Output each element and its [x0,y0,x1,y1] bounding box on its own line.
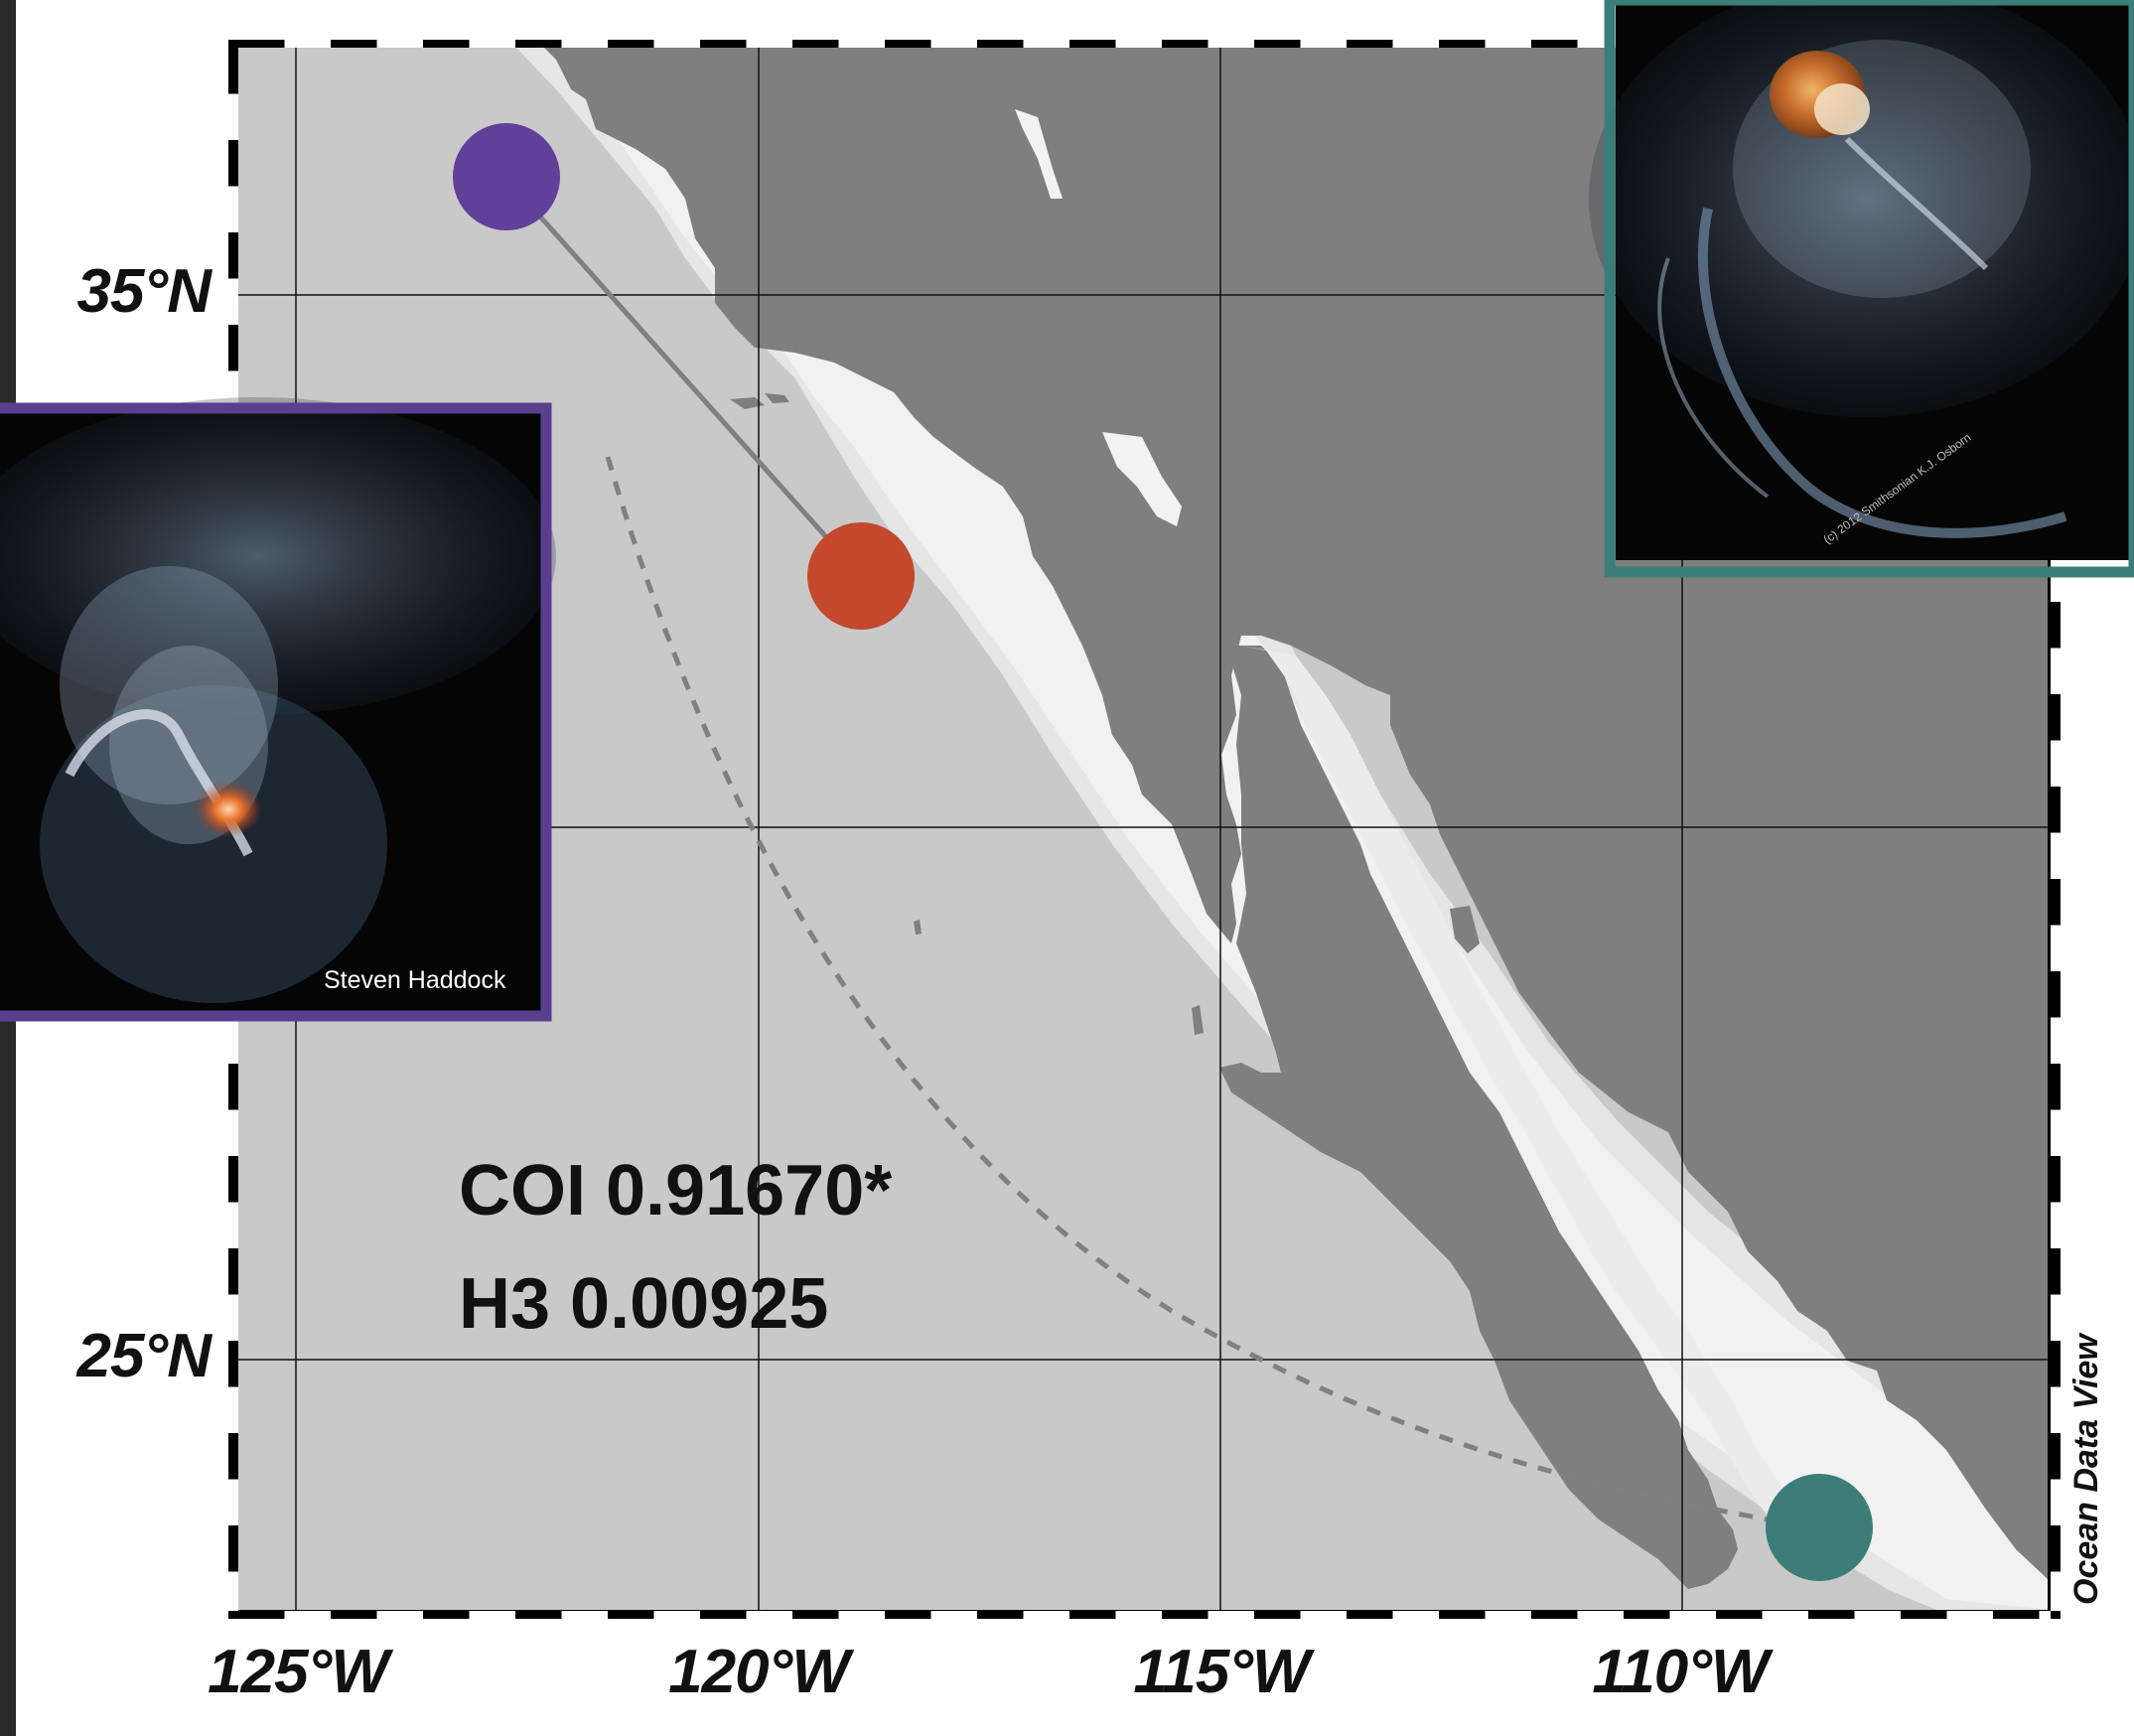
lake-shore [1015,109,1063,199]
lat-label-25n: 25°N [76,1322,212,1390]
right-inset-border [1604,0,2134,578]
ocean-data-view-credit: Ocean Data View [2067,1334,2105,1605]
island-guadalupe [914,920,922,935]
island-cedros [1192,1005,1204,1035]
connector-line [504,177,863,578]
island-gulf-1 [1351,874,1375,914]
site-marker-orange[interactable] [807,522,915,630]
land-baja-peninsula [1219,646,1738,1589]
dashed-connector-arc [605,456,1769,1522]
lon-label-125w: 125°W [208,1638,389,1706]
stat-coi: COI 0.91670* [459,1151,893,1230]
right-inset-photo [1589,0,2134,560]
left-inset-credit: Steven Haddock [324,966,506,994]
lon-label-115w: 115°W [1133,1638,1310,1706]
lon-label-120w: 120°W [668,1638,850,1706]
island-salton [1102,432,1182,526]
site-marker-purple[interactable] [453,123,560,230]
left-inset-border [0,402,552,1022]
left-inset-photo [0,397,556,1011]
gulf-of-california [1241,646,1797,1529]
stat-h3: H3 0.00925 [459,1264,829,1344]
island-gulf-2 [1450,906,1480,953]
island-channel-islands [730,397,765,409]
island-catalina [765,393,789,403]
lat-label-35n: 35°N [76,257,212,326]
lon-label-110w: 110°W [1592,1638,1769,1706]
site-marker-teal[interactable] [1766,1474,1873,1581]
